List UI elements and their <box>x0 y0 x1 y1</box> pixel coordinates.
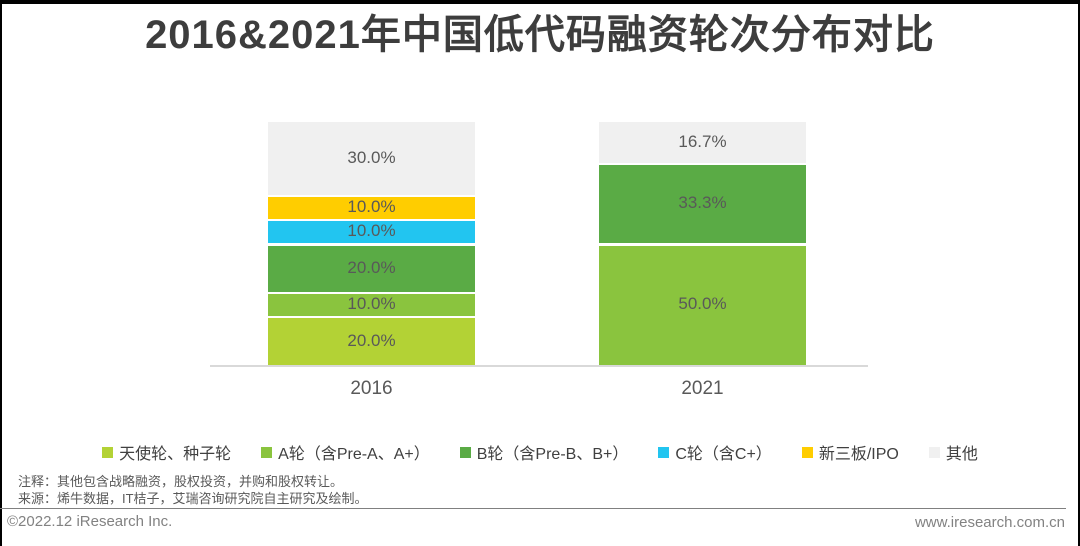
bar-segment-label: 10.0% <box>347 197 396 216</box>
legend-label: 其他 <box>945 446 978 463</box>
right-border <box>1078 0 1080 546</box>
legend-swatch <box>459 446 471 458</box>
bar-segment <box>268 318 475 365</box>
website-text: www.iresearch.com.cn <box>914 514 1065 531</box>
legend-item: A轮（含Pre-A、A+） <box>261 440 430 464</box>
x-axis-category-label: 2016 <box>350 378 393 399</box>
chart-title: 2016&2021年中国低代码融资轮次分布对比 <box>145 13 935 57</box>
bar-segment-label: 10.0% <box>347 221 396 241</box>
legend-item: 新三板/IPO <box>801 440 899 464</box>
x-axis-line <box>210 365 868 367</box>
legend-label: B轮（含Pre-B、B+） <box>476 446 629 463</box>
legend-item: B轮（含Pre-B、B+） <box>459 440 629 464</box>
bar-segment <box>268 196 475 220</box>
legend-label: 新三板/IPO <box>818 446 899 463</box>
legend-swatch <box>928 446 940 458</box>
legend-swatch <box>102 446 114 458</box>
footnotes: 注释：其他包含战略融资，股权投资，并购和股权转让。 来源：烯牛数据，IT桔子，艾… <box>18 473 368 507</box>
bar-segment <box>268 294 475 317</box>
bar-segment-label: 30.0% <box>347 148 396 168</box>
legend-item: C轮（含C+） <box>658 440 772 464</box>
legend-label: C轮（含C+） <box>675 446 772 463</box>
bar-segment-label: 10.0% <box>347 294 396 314</box>
legend-swatch <box>261 446 273 458</box>
legend-swatch <box>658 446 670 458</box>
x-axis-category-label: 2021 <box>681 378 724 399</box>
left-border <box>0 0 2 546</box>
bar-segment-label: 20.0% <box>347 330 396 350</box>
bar-segment <box>268 221 475 244</box>
bar-segment <box>268 122 475 195</box>
legend: 天使轮、种子轮 A轮（含Pre-A、A+） B轮（含Pre-B、B+） C轮（含C+）… <box>0 440 1080 464</box>
footer-divider <box>0 508 1066 509</box>
bar-segment <box>599 245 806 365</box>
bar-segment-label: 20.0% <box>347 257 396 277</box>
copyright-text: ©2022.12 iResearch Inc. <box>7 513 173 530</box>
legend-item: 天使轮、种子轮 <box>102 440 231 464</box>
bar-segment-label: 16.7% <box>678 132 727 152</box>
footnote-source: 来源：烯牛数据，IT桔子，艾瑞咨询研究院自主研究及绘制。 <box>18 491 368 506</box>
legend-label: 天使轮、种子轮 <box>119 446 232 463</box>
bar-segment <box>599 122 806 163</box>
bar-segment-label: 50.0% <box>678 294 727 314</box>
bar-segment <box>268 245 475 293</box>
top-border <box>0 0 1080 4</box>
bar-segment <box>599 164 806 244</box>
legend-label: A轮（含Pre-A、A+） <box>278 446 430 463</box>
bar-segment-label: 33.3% <box>678 193 727 212</box>
legend-item: 其他 <box>928 440 978 464</box>
footnote-note: 注释：其他包含战略融资，股权投资，并购和股权转让。 <box>18 474 344 489</box>
legend-swatch <box>801 446 813 458</box>
